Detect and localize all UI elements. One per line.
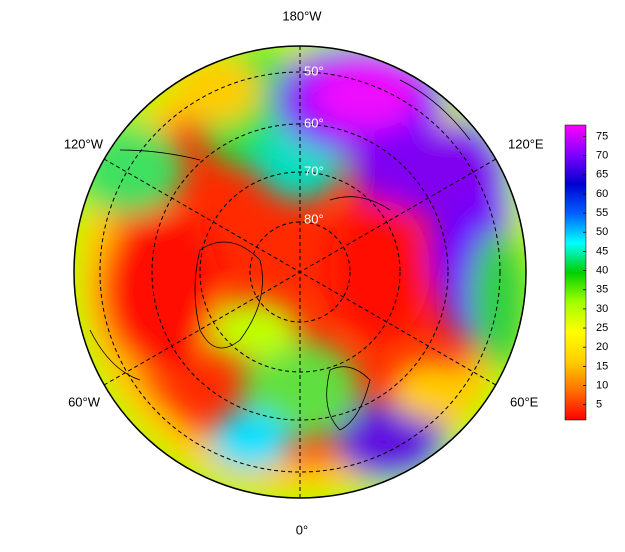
lon-label: 180°W [282,8,322,23]
lon-label: 0° [296,522,308,537]
lat-label: 70° [304,163,324,178]
lon-label: 60°W [68,394,101,409]
colorbar [564,124,587,421]
lat-label: 80° [304,211,324,226]
field [74,46,526,498]
colorbar-tick-label: 10 [596,379,608,391]
lon-label: 120°E [508,136,544,151]
lon-label: 60°E [510,394,539,409]
colorbar-tick-label: 60 [596,188,608,200]
lat-label: 50° [304,63,324,78]
colorbar-tick-label: 75 [596,130,608,142]
colorbar-tick-label: 70 [596,150,608,162]
colorbar-tick-label: 40 [596,264,608,276]
map-border [73,45,527,499]
colorbar-tick-label: 55 [596,207,608,219]
colorbar-tick-label: 20 [596,341,608,353]
lon-label: 120°W [64,136,104,151]
graticule [99,46,501,498]
colorbar-tick-label: 30 [596,303,608,315]
colorbar-tick-label: 50 [596,226,608,238]
colorbar-tick-label: 35 [596,284,608,296]
colorbar-tick-label: 5 [596,399,602,411]
lat-label: 60° [304,115,324,130]
colorbar-tick-label: 15 [596,360,608,372]
colorbar-tick-label: 65 [596,169,608,181]
colorbar-tick-label: 25 [596,322,608,334]
colorbar-tick-label: 45 [596,245,608,257]
